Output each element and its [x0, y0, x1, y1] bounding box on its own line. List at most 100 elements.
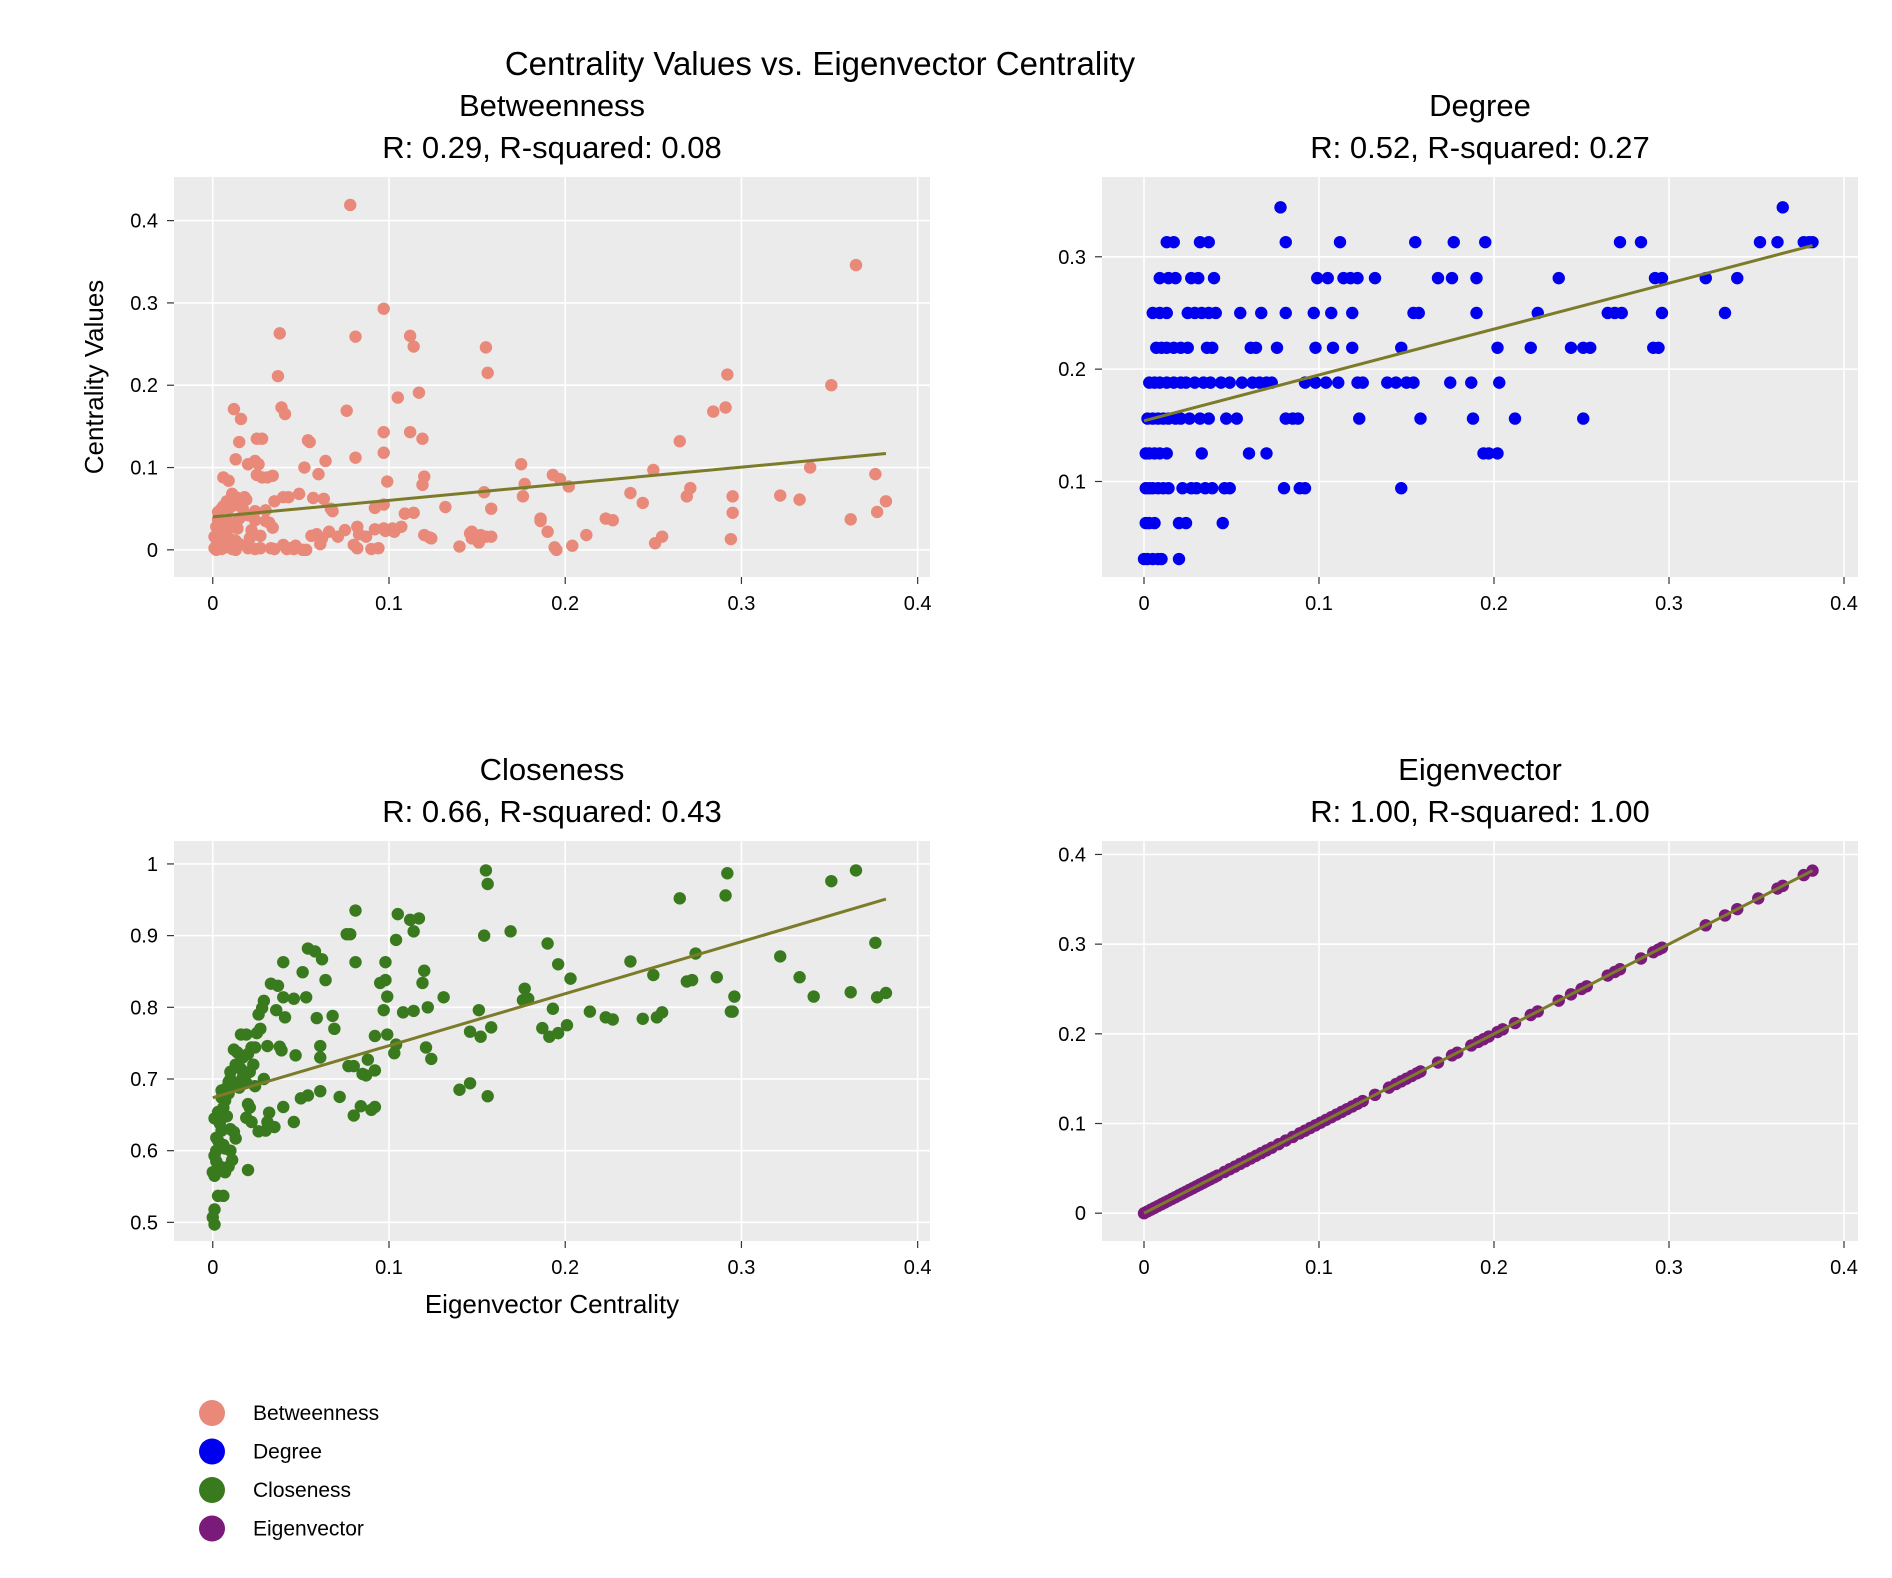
data-point [1332, 376, 1345, 389]
data-point [1235, 376, 1249, 389]
data-point [229, 453, 242, 466]
legend-item: Closeness [199, 1477, 351, 1503]
data-point [289, 1049, 302, 1062]
data-point [1172, 552, 1186, 566]
data-point [1552, 271, 1565, 285]
data-point [354, 1100, 367, 1113]
y-tick-label: 1 [147, 854, 158, 876]
data-point [1326, 341, 1340, 354]
data-point [1176, 482, 1189, 495]
panel-title: Eigenvector [1398, 752, 1562, 787]
data-point [721, 867, 734, 880]
y-tick-label: 0.1 [1058, 471, 1086, 493]
data-point [419, 1041, 433, 1054]
x-tick-label: 0.1 [375, 1257, 403, 1279]
legend-marker [199, 1400, 225, 1426]
data-point [1718, 306, 1732, 320]
panel-title: Betweenness [459, 88, 645, 123]
data-point [474, 1030, 487, 1043]
data-point [1491, 341, 1504, 354]
data-point [849, 864, 863, 877]
data-point [1188, 376, 1201, 389]
data-point [275, 1044, 288, 1057]
data-point [241, 1163, 255, 1177]
legend-label: Betweenness [253, 1402, 379, 1425]
regression-line [212, 897, 887, 1100]
x-tick-label: 0.2 [1480, 593, 1508, 615]
data-point [389, 933, 403, 947]
data-point [222, 502, 235, 515]
y-tick-label: 0.4 [1058, 844, 1086, 866]
data-point [1655, 306, 1669, 320]
panel-title: Closeness [480, 752, 625, 787]
data-point [248, 514, 262, 527]
data-point [1753, 235, 1767, 249]
data-point [1206, 482, 1219, 495]
data-point [277, 991, 290, 1004]
data-point [481, 877, 494, 891]
data-point [463, 1077, 477, 1090]
data-point [231, 522, 244, 535]
data-point [564, 972, 577, 985]
data-point [1230, 412, 1243, 425]
data-point [1613, 235, 1627, 249]
data-point [1655, 271, 1669, 285]
data-point [1491, 447, 1504, 460]
data-point [314, 537, 327, 551]
data-point [1270, 341, 1284, 354]
data-point [707, 405, 720, 418]
y-tick-label: 0.9 [130, 926, 158, 948]
x-tick-label: 0.2 [551, 593, 579, 615]
data-point [1466, 412, 1480, 425]
data-point [314, 1051, 327, 1064]
data-point [1409, 235, 1422, 249]
data-point [368, 1029, 382, 1043]
data-point [425, 532, 438, 545]
data-point [726, 1005, 739, 1018]
data-point [636, 1012, 649, 1025]
data-point [245, 1115, 258, 1129]
data-point [1395, 341, 1408, 354]
data-point [412, 912, 426, 925]
data-point [481, 1089, 494, 1103]
y-tick-label: 0.2 [1058, 359, 1086, 381]
data-point [1223, 482, 1236, 495]
data-point [377, 302, 390, 315]
data-point [516, 490, 530, 503]
data-point [1634, 235, 1648, 249]
data-point [229, 543, 242, 557]
plot-background [174, 177, 930, 577]
data-point [807, 990, 820, 1003]
data-point [1445, 271, 1459, 285]
data-point [551, 958, 565, 971]
data-point [262, 1106, 276, 1119]
data-point [803, 461, 817, 474]
legend-marker [199, 1477, 225, 1503]
data-point [268, 495, 281, 508]
data-point [1223, 376, 1236, 389]
data-point [268, 1120, 281, 1134]
x-tick-label: 0.3 [728, 593, 756, 615]
data-point [381, 1028, 394, 1041]
y-tick-label: 0.5 [130, 1212, 158, 1234]
data-point [359, 530, 373, 543]
data-point [349, 451, 362, 464]
data-point [580, 528, 593, 542]
data-point [680, 975, 694, 988]
data-point [254, 529, 267, 543]
data-point [1192, 271, 1205, 285]
data-point [1414, 412, 1427, 425]
data-point [825, 379, 838, 392]
data-point [1220, 412, 1233, 425]
data-point [1179, 516, 1193, 530]
data-point [271, 369, 285, 383]
data-point [1356, 376, 1369, 389]
legend-item: Degree [199, 1438, 322, 1465]
data-point [477, 929, 491, 942]
data-point [1291, 412, 1305, 425]
data-point [463, 1025, 477, 1038]
data-point [361, 1053, 375, 1066]
data-point [233, 435, 246, 449]
data-point [1190, 482, 1203, 495]
x-tick-label: 0.4 [904, 1257, 932, 1279]
